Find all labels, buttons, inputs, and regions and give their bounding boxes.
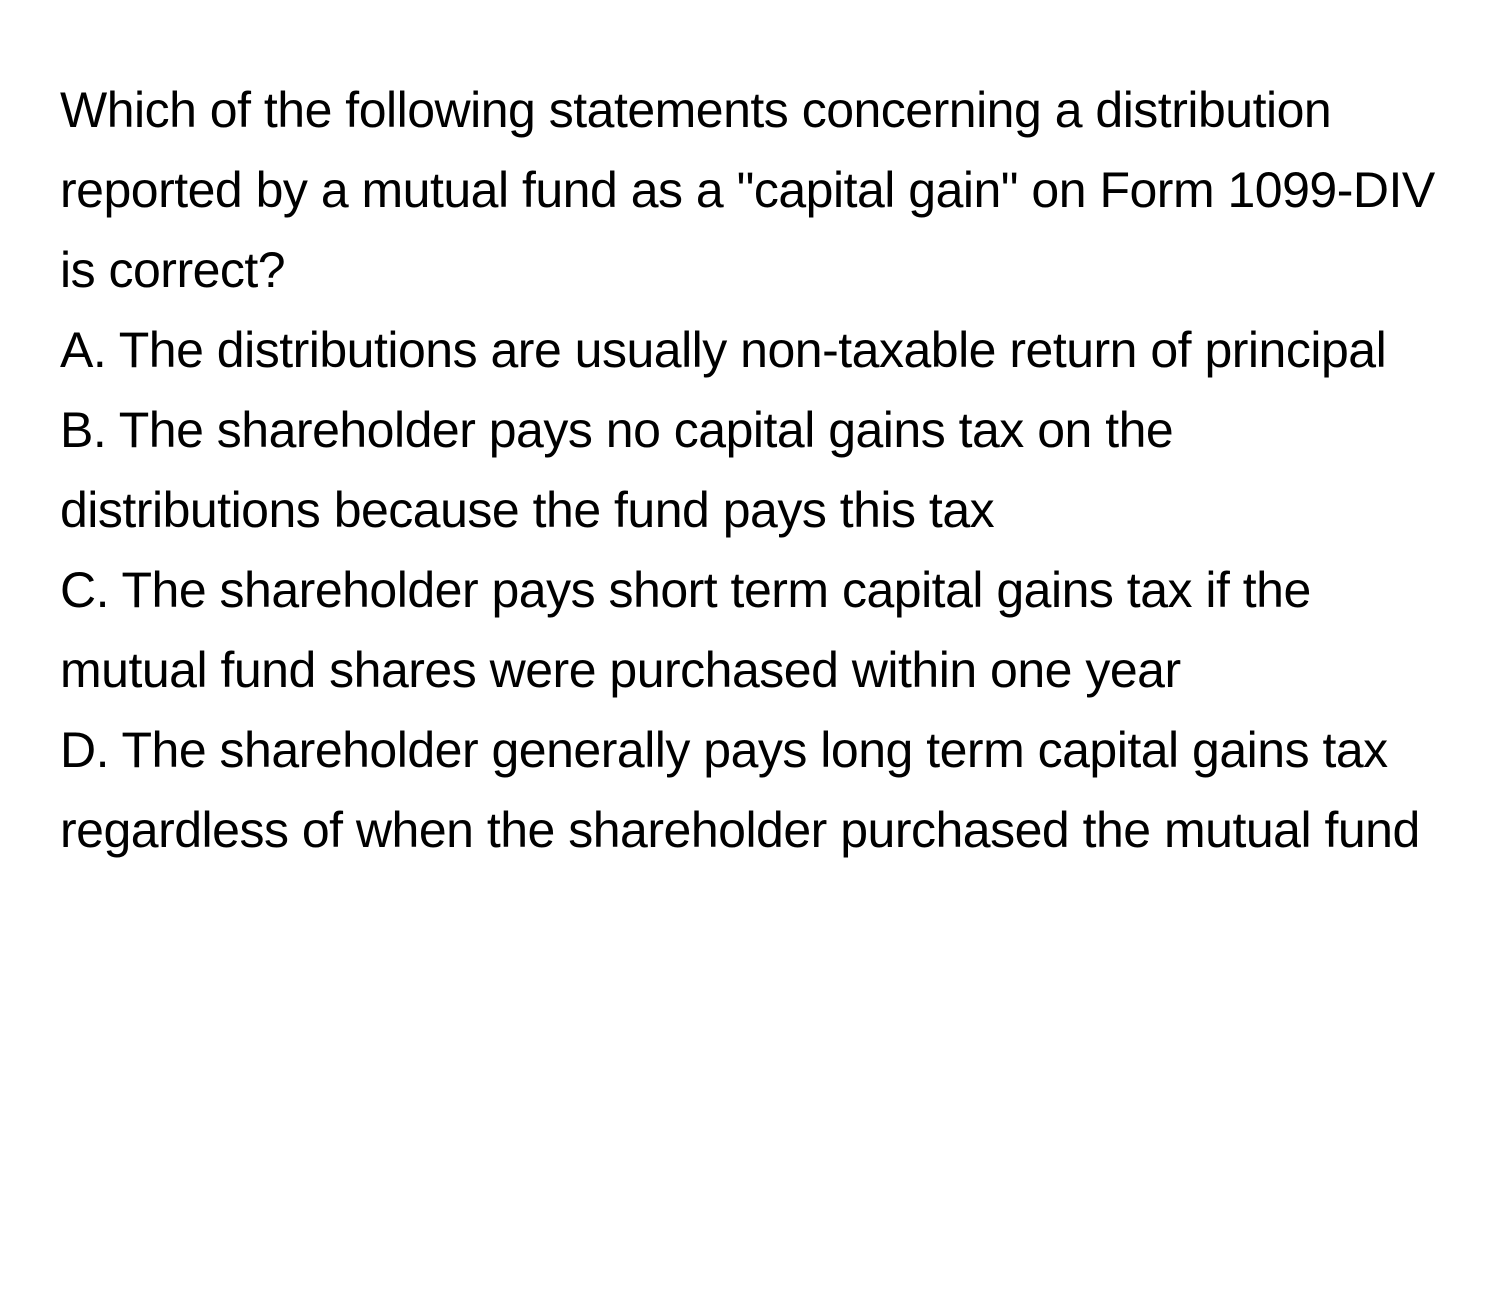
option-b: B. The shareholder pays no capital gains… — [60, 390, 1440, 550]
option-c-text: The shareholder pays short term capital … — [60, 562, 1311, 698]
question-container: Which of the following statements concer… — [60, 70, 1440, 870]
question-stem: Which of the following statements concer… — [60, 70, 1440, 310]
option-d: D. The shareholder generally pays long t… — [60, 710, 1440, 870]
option-c-label: C. — [60, 562, 109, 618]
option-a-label: A. — [60, 322, 106, 378]
option-b-label: B. — [60, 402, 106, 458]
option-d-label: D. — [60, 722, 109, 778]
option-d-text: The shareholder generally pays long term… — [60, 722, 1420, 858]
option-b-text: The shareholder pays no capital gains ta… — [60, 402, 1173, 538]
option-a: A. The distributions are usually non-tax… — [60, 310, 1440, 390]
option-c: C. The shareholder pays short term capit… — [60, 550, 1440, 710]
option-a-text: The distributions are usually non-taxabl… — [119, 322, 1386, 378]
